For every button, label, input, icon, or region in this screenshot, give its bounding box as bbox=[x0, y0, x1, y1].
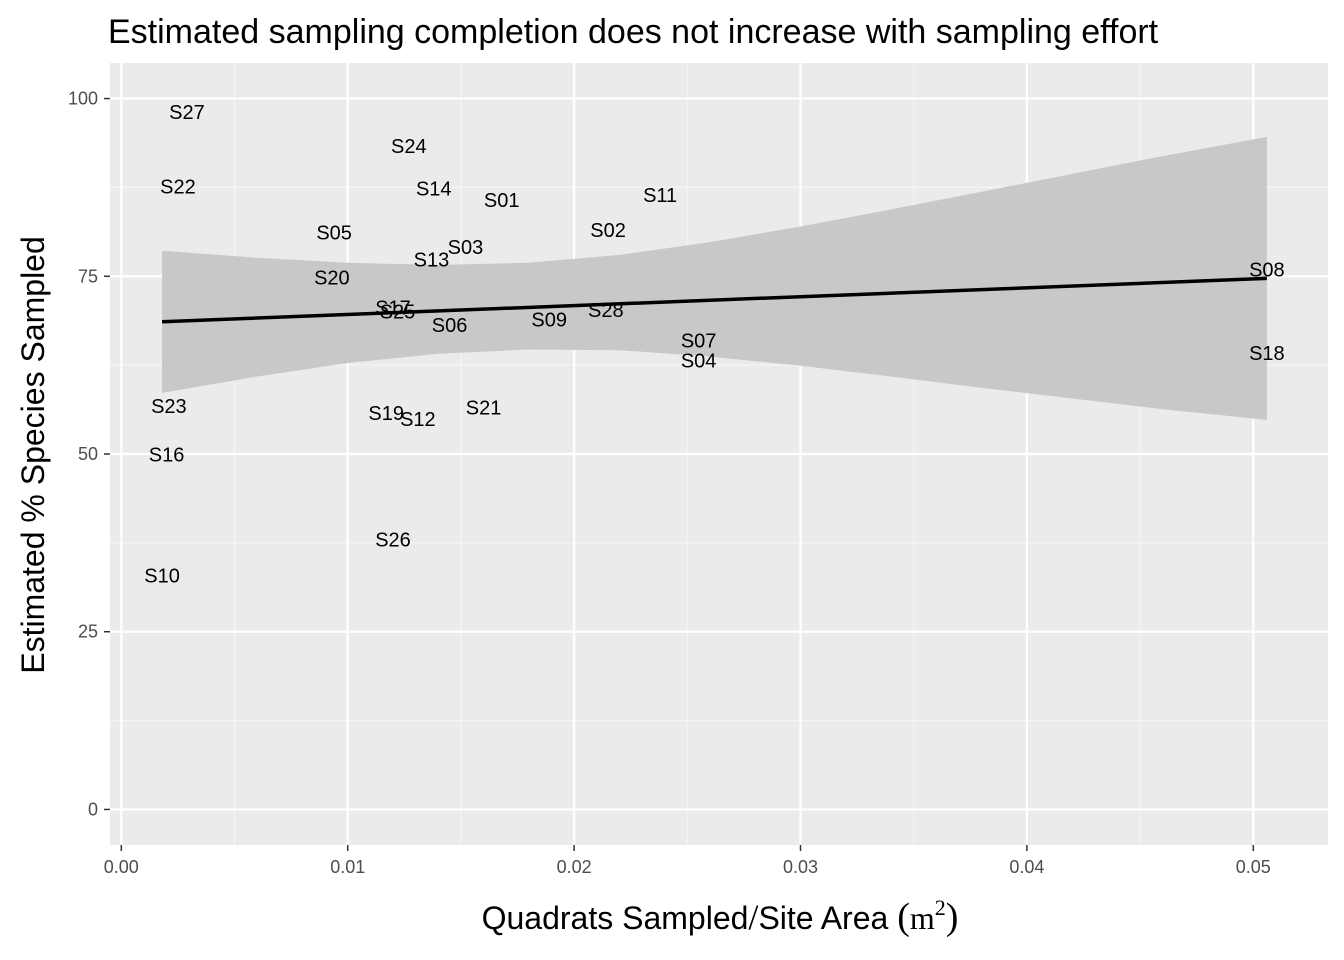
point-label-s19: S19 bbox=[368, 403, 404, 425]
point-label-s22: S22 bbox=[160, 176, 196, 198]
point-label-s14: S14 bbox=[416, 179, 452, 201]
x-axis-title-unit: m bbox=[910, 900, 935, 936]
chart-title: Estimated sampling completion does not i… bbox=[108, 13, 1159, 51]
x-tick-label: 0.03 bbox=[783, 857, 818, 877]
y-tick-label: 25 bbox=[78, 622, 98, 642]
point-label-s28: S28 bbox=[588, 300, 624, 322]
confidence-band bbox=[162, 136, 1267, 420]
point-label-s20: S20 bbox=[314, 267, 350, 289]
point-label-s06: S06 bbox=[432, 315, 468, 337]
point-label-s25: S25 bbox=[380, 302, 416, 324]
regression-line bbox=[162, 276, 1267, 324]
point-label-s26: S26 bbox=[375, 530, 411, 552]
point-label-s02: S02 bbox=[590, 220, 626, 242]
point-label-s12: S12 bbox=[400, 409, 436, 431]
point-label-s11: S11 bbox=[643, 185, 677, 207]
x-axis-title-close-paren: ) bbox=[946, 896, 959, 938]
x-axis-title-rest: Site Area bbox=[758, 900, 897, 936]
y-tick-label: 100 bbox=[68, 89, 98, 109]
point-label-s01: S01 bbox=[484, 190, 520, 212]
point-label-s08: S08 bbox=[1249, 260, 1285, 282]
y-tick-label: 50 bbox=[78, 444, 98, 464]
x-tick-label: 0.04 bbox=[1009, 857, 1044, 877]
point-label-s09: S09 bbox=[531, 309, 567, 331]
point-label-s13: S13 bbox=[414, 250, 450, 272]
x-axis-title-open-paren: ( bbox=[897, 896, 910, 938]
x-tick-label: 0.00 bbox=[104, 857, 139, 877]
point-label-s05: S05 bbox=[316, 223, 352, 245]
x-axis-title-main: Quadrats Sampled bbox=[482, 900, 749, 936]
point-label-s10: S10 bbox=[144, 565, 180, 587]
point-label-s18: S18 bbox=[1249, 343, 1285, 365]
x-axis-ticks: 0.00 0.01 0.02 0.03 0.04 0.05 bbox=[104, 845, 1271, 877]
point-label-s23: S23 bbox=[151, 396, 187, 418]
y-axis-ticks: 0 25 50 75 100 bbox=[68, 89, 110, 819]
point-label-s16: S16 bbox=[149, 444, 185, 466]
point-label-s03: S03 bbox=[448, 237, 484, 259]
y-tick-label: 75 bbox=[78, 266, 98, 286]
x-tick-label: 0.01 bbox=[330, 857, 365, 877]
point-label-s07: S07 bbox=[681, 331, 717, 353]
x-axis-title-sup: 2 bbox=[935, 895, 946, 920]
x-tick-label: 0.05 bbox=[1236, 857, 1271, 877]
x-axis-title: Quadrats Sampled/Site Area (m2) bbox=[482, 895, 959, 938]
point-label-s17: S17 bbox=[375, 297, 411, 319]
point-label-s27: S27 bbox=[169, 102, 205, 124]
x-axis-title-slash: / bbox=[748, 897, 758, 937]
y-tick-label: 0 bbox=[88, 799, 98, 819]
x-tick-label: 0.02 bbox=[557, 857, 592, 877]
point-label-s04: S04 bbox=[681, 351, 717, 373]
point-label-s24: S24 bbox=[391, 136, 427, 158]
point-label-s21: S21 bbox=[466, 398, 502, 420]
y-axis-title: Estimated % Species Sampled bbox=[15, 236, 51, 674]
